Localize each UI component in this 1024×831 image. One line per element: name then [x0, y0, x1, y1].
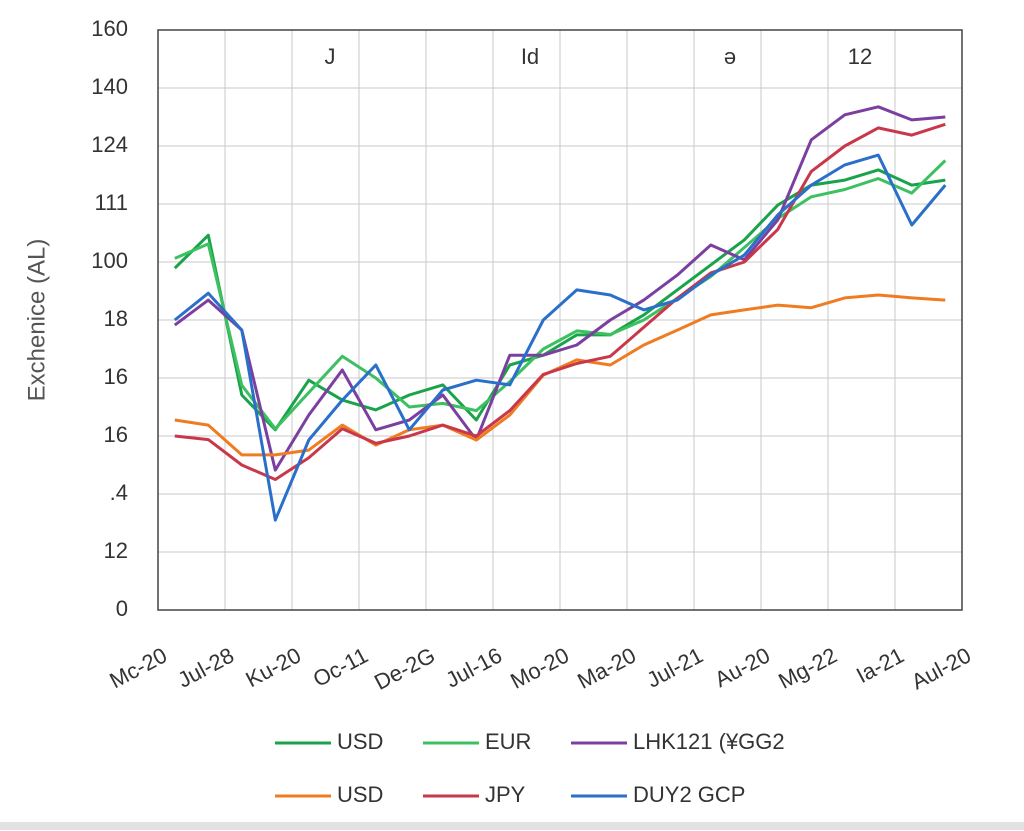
- annotation: ə: [724, 44, 736, 69]
- legend-label: JPY: [485, 782, 526, 807]
- y-tick-label: 111: [95, 190, 128, 215]
- legend-label: USD: [337, 729, 383, 754]
- series-line: [173, 168, 946, 432]
- y-tick-label: 100: [91, 248, 128, 273]
- legend-label: USD: [337, 782, 383, 807]
- y-tick-label: 16: [104, 422, 128, 447]
- y-tick-label: 160: [91, 16, 128, 41]
- series-line: [174, 122, 946, 481]
- y-tick-label: 140: [91, 74, 128, 99]
- series-line: [174, 159, 947, 431]
- y-tick-label: 124: [91, 132, 128, 157]
- plot-frame: [157, 29, 963, 611]
- annotation: J: [325, 44, 336, 69]
- y-tick-label: 12: [104, 538, 128, 563]
- y-tick-label: 16: [104, 364, 128, 389]
- y-tick-label: 18: [104, 306, 128, 331]
- series-line: [173, 153, 947, 522]
- legend-label: DUY2 GCP: [633, 782, 745, 807]
- legend-label: EUR: [485, 729, 531, 754]
- series-line: [173, 105, 946, 472]
- y-axis-title: Exchenice (AL): [23, 239, 50, 402]
- legend-label: LHK121 (¥GG2: [633, 729, 785, 754]
- annotation: 12: [848, 44, 872, 69]
- y-tick-label: .4: [110, 480, 128, 505]
- annotation: Id: [521, 44, 539, 69]
- y-tick-label: 0: [116, 596, 128, 621]
